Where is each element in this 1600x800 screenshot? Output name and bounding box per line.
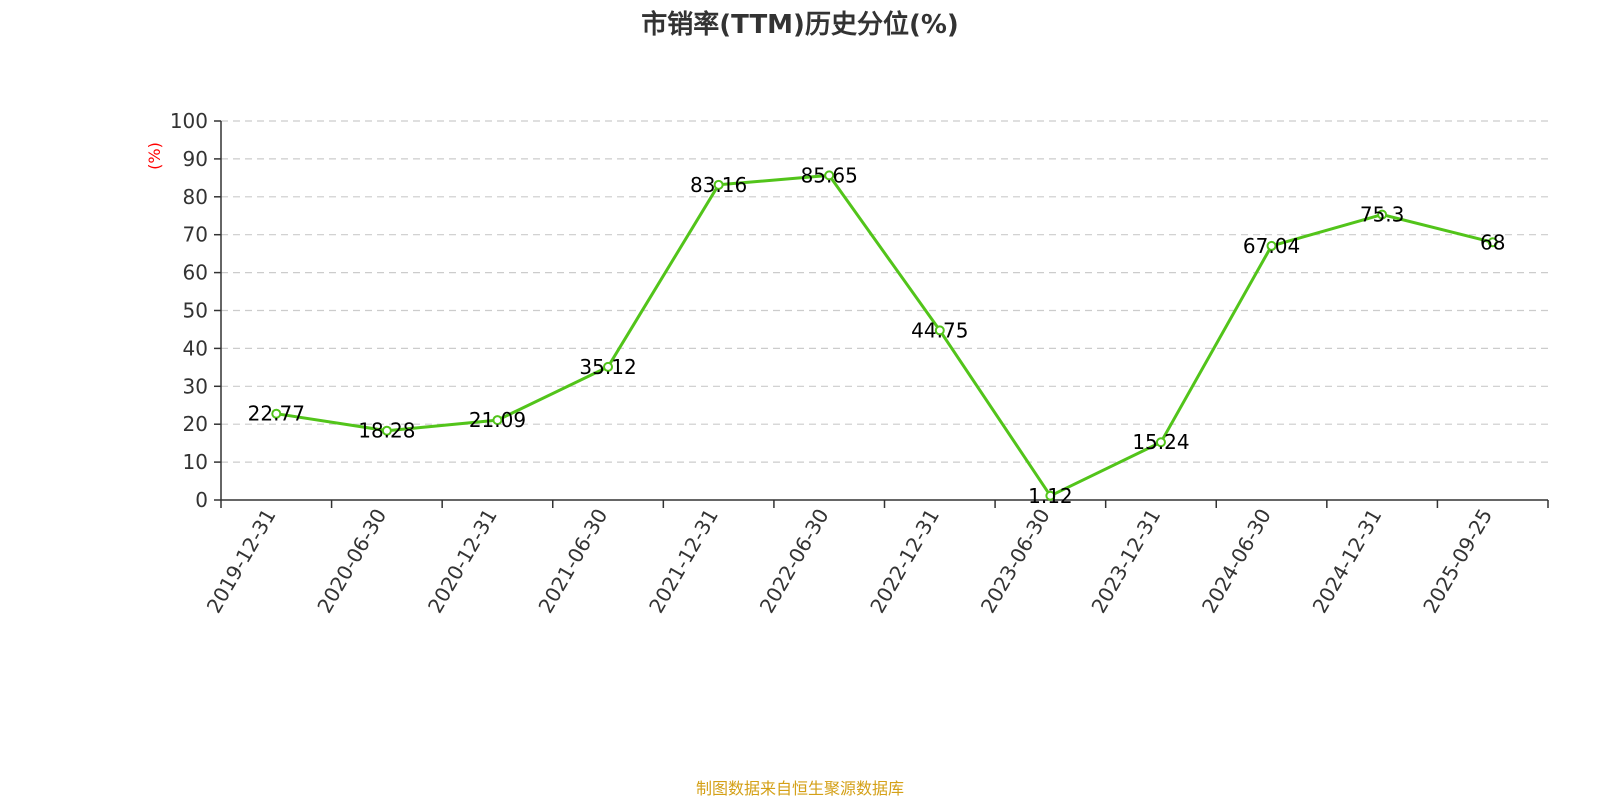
source-note: 制图数据来自恒生聚源数据库 [696,779,904,798]
data-point [1487,237,1498,248]
x-tick-label: 2020-06-30 [312,505,391,618]
data-point [1155,437,1166,448]
y-tick-label: 100 [170,109,208,133]
chart-title: 市销率(TTM)历史分位(%) [641,9,959,40]
x-tick-label: 2019-12-31 [202,505,281,618]
data-point [934,325,945,336]
data-point [492,415,503,426]
x-tick-label: 2025-09-25 [1418,505,1497,618]
grid-lines [221,120,1548,463]
y-tick-labels: 0 10 20 30 40 50 60 70 80 90 100 [170,109,208,512]
y-tick-label: 60 [183,261,208,285]
x-tick-label: 2020-12-31 [423,505,502,618]
x-tick-label: 2022-12-31 [865,505,944,618]
data-point [1045,490,1056,501]
axes [214,120,1549,508]
data-point [603,361,614,372]
data-label: 22.77 [248,402,305,426]
x-tick-label: 2021-12-31 [644,505,723,618]
data-labels: 22.77 18.28 21.09 35.12 83.16 85.65 44.75 1.12 1… [248,163,1506,507]
y-tick-label: 30 [183,374,208,398]
y-tick-label: 0 [195,488,208,512]
data-label: 44.75 [911,318,968,342]
data-point [824,170,835,181]
x-tick-label: 2023-06-30 [976,505,1055,618]
data-label: 21.09 [469,408,526,432]
data-label: 83.16 [690,173,747,197]
y-tick-label: 20 [183,412,208,436]
data-point [271,408,282,419]
data-label: 15.24 [1132,430,1189,454]
y-axis-label: (%) [145,142,164,170]
data-label: 35.12 [579,355,636,379]
data-label: 67.04 [1243,234,1300,258]
y-tick-label: 40 [183,336,208,360]
data-point [381,425,392,436]
x-tick-label: 2023-12-31 [1086,505,1165,618]
x-tick-label: 2024-12-31 [1308,505,1387,618]
series-line [274,173,1495,498]
x-tick-labels: 2019-12-31 2020-06-30 2020-12-31 2021-06-30… [202,505,1497,618]
y-tick-label: 80 [183,185,208,209]
x-tick-label: 2024-06-30 [1197,505,1276,618]
x-tick-label: 2022-06-30 [755,505,834,618]
y-tick-label: 90 [183,147,208,171]
data-label: 68 [1480,230,1505,254]
data-label: 85.65 [801,163,858,187]
data-point [1266,240,1277,251]
y-tick-label: 70 [183,223,208,247]
y-tick-label: 50 [183,299,208,323]
data-point [713,179,724,190]
data-points [271,170,1498,501]
data-label: 18.28 [358,419,415,443]
data-label: 1.12 [1028,484,1073,508]
y-tick-label: 10 [183,450,208,474]
data-point [1377,209,1388,220]
data-label: 75.3 [1360,203,1405,227]
x-tick-label: 2021-06-30 [533,505,612,618]
